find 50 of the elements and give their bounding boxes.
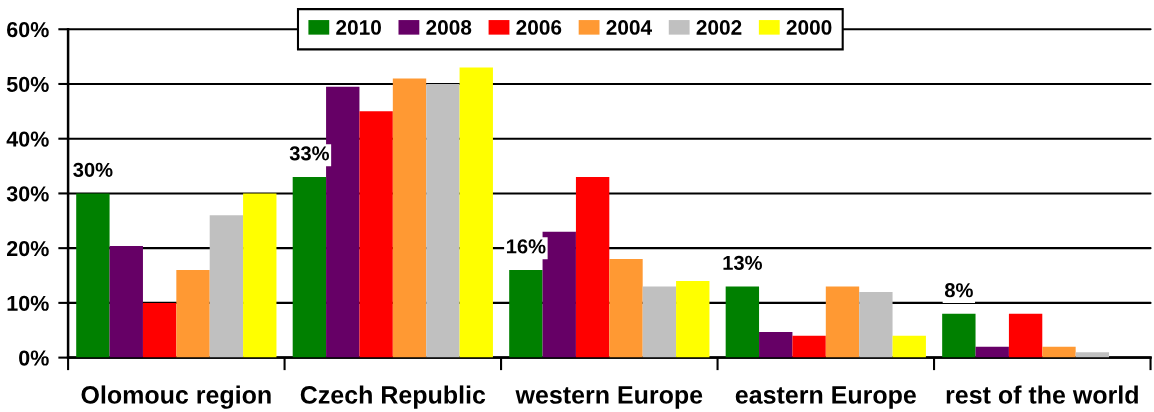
x-tick-label: Olomouc region [81,385,271,409]
bar [892,335,926,358]
bar [725,286,760,358]
bar [142,302,177,358]
bar [1008,313,1043,358]
legend-label: 2006 [516,20,562,35]
legend-label: 2008 [426,20,472,35]
bar [243,193,277,358]
bar [1042,346,1076,358]
bar [359,111,393,358]
data-label: 30% [73,162,113,177]
bar [1075,352,1110,358]
bar [176,270,210,358]
x-tick-label: eastern Europe [735,386,916,409]
legend-label: 2000 [786,20,832,35]
bar [459,67,493,358]
legend-label: 2010 [336,20,381,35]
y-tick-label: 0% [19,350,49,366]
bar [609,259,643,358]
data-label: 13% [723,255,762,271]
bar [792,335,826,358]
y-tick-label: 30% [6,186,49,202]
y-tick-label: 50% [6,76,49,92]
bar [76,193,110,358]
y-tick-label: 60% [7,22,49,38]
legend-label: 2004 [606,20,652,35]
bar [676,281,710,358]
bar [759,331,793,358]
bar [209,215,244,358]
bar [942,313,976,358]
y-tick-label: 20% [7,240,49,257]
data-label: 33% [289,146,330,161]
bar [426,83,460,358]
data-label: 16% [506,239,546,254]
bar [825,286,860,358]
bar [859,291,893,358]
y-tick-label: 40% [6,131,49,147]
bar [109,245,143,358]
y-tick-label: 10% [7,295,49,311]
data-label: 8% [944,283,973,298]
x-tick-label: rest of the world [946,385,1138,404]
bar [575,177,610,358]
bar [509,270,543,358]
bar [292,177,327,358]
bar [392,78,427,358]
x-tick-label: Czech Republic [300,385,486,409]
x-tick-label: western Europe [515,386,703,409]
legend-label: 2002 [696,20,742,35]
bar [642,286,677,358]
bar [975,346,1009,358]
